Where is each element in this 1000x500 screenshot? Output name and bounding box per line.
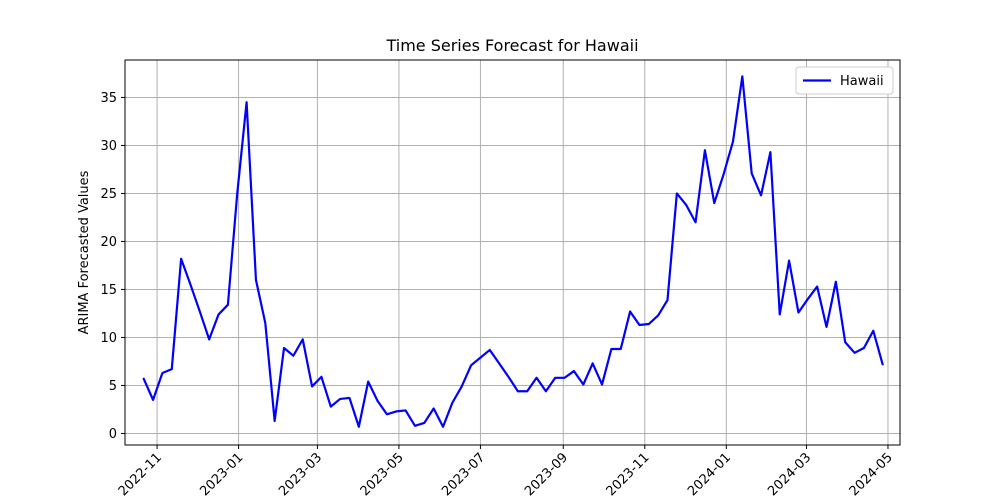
y-axis-label: ARIMA Forecasted Values [77,170,92,334]
legend: Hawaii [795,66,894,95]
y-tick-label: 0 [109,427,117,442]
y-tick-label: 15 [100,283,117,298]
y-tick-label: 35 [100,91,117,106]
y-gridlines [125,96,900,434]
chart-title: Time Series Forecast for Hawaii [385,36,638,55]
y-tick-label: 30 [100,139,117,154]
series-layer [142,75,884,428]
plot-frame [124,59,901,446]
series-line-hawaii [142,75,884,428]
y-tick-label: 10 [100,331,117,346]
y-tick-label: 25 [100,187,117,202]
legend-box [795,66,894,95]
y-axis: 0 5 10 15 20 25 30 35 [100,91,125,442]
x-gridlines [156,60,889,445]
y-tick-label: 5 [109,379,117,394]
y-tick-label: 20 [100,235,117,250]
legend-label: Hawaii [840,74,884,89]
plot-area [125,60,900,445]
